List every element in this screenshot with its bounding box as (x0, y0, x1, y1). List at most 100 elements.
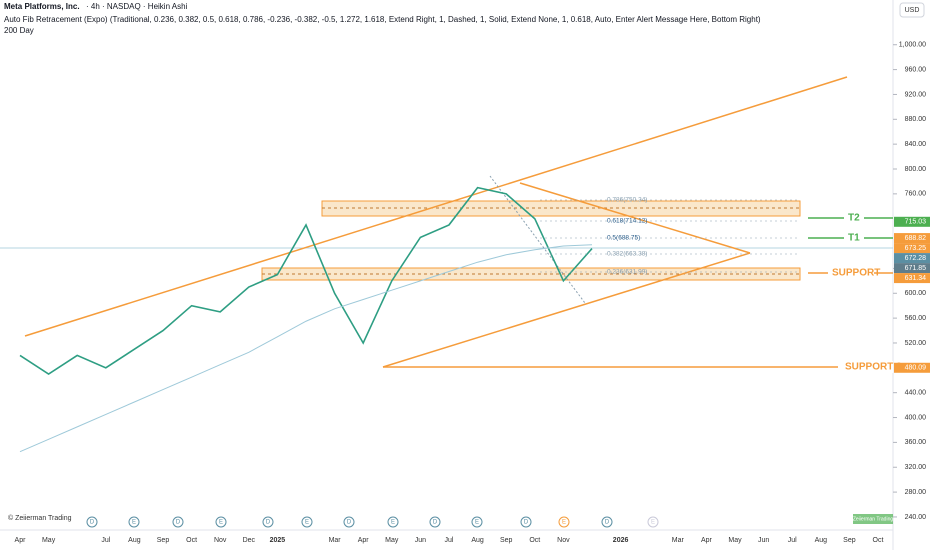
x-tick-label: May (385, 537, 399, 544)
y-tick-label: 960.00 (905, 66, 927, 73)
price-label-box (894, 273, 930, 284)
event-letter: D (90, 520, 95, 526)
x-tick-label: May (728, 537, 742, 544)
event-letter: E (132, 520, 136, 526)
x-tick-label: Nov (214, 537, 227, 544)
event-letter: E (562, 520, 566, 526)
event-marker (262, 516, 274, 528)
price-label: 631.34 (905, 275, 927, 282)
price-label: 671.85 (905, 265, 927, 272)
event-marker (520, 516, 532, 528)
x-tick-label: Sep (157, 537, 170, 544)
x-tick-label: Apr (358, 537, 370, 544)
event-marker (429, 516, 441, 528)
y-tick-label: 880.00 (905, 116, 927, 123)
fib-label: 0.382(663.38) (607, 251, 647, 258)
event-letter: D (605, 520, 610, 526)
event-marker (387, 516, 399, 528)
fib-label: 0.5(688.75) (607, 235, 640, 242)
x-tick-label: Dec (243, 537, 256, 544)
fib-label: 0.618(714.12) (607, 218, 647, 225)
x-tick-label: Aug (471, 537, 484, 544)
ma-legend: 200 Day (4, 26, 34, 35)
x-tick-label: Jul (445, 537, 454, 544)
annotation: T1 (848, 233, 860, 244)
event-letter: D (176, 520, 181, 526)
y-tick-label: 560.00 (905, 315, 927, 322)
event-marker (601, 516, 613, 528)
x-tick-label: 2025 (270, 537, 286, 544)
x-tick-label: Mar (672, 537, 685, 544)
event-marker (86, 516, 98, 528)
badge: Zeiierman Trading (853, 516, 894, 522)
event-letter: E (219, 520, 223, 526)
event-marker (128, 516, 140, 528)
annotation: SUPPORT (832, 268, 880, 279)
event-marker (172, 516, 184, 528)
event-letter: D (524, 520, 529, 526)
x-tick-label: Oct (529, 537, 540, 544)
watermark: © Zeiierman Trading (8, 514, 72, 522)
plot (0, 76, 893, 368)
y-tick-label: 240.00 (905, 514, 927, 521)
currency-box[interactable] (899, 2, 925, 18)
y-tick-label: 760.00 (905, 191, 927, 198)
y-tick-label: 440.00 (905, 390, 927, 397)
price-label-box (894, 233, 930, 244)
channel-upper (24, 76, 848, 337)
annotation-bg (841, 361, 893, 373)
y-tick-label: 320.00 (905, 464, 927, 471)
price-label: 688.82 (905, 235, 927, 242)
price-label: 672.28 (905, 255, 927, 262)
y-tick-label: 400.00 (905, 414, 927, 421)
event-marker (558, 516, 570, 528)
triangle-upper (519, 182, 751, 254)
price-label-box (894, 216, 930, 227)
channel-lower (382, 252, 751, 368)
price-label: 673.25 (905, 245, 927, 252)
y-tick-label: 600.00 (905, 290, 927, 297)
event-marker (343, 516, 355, 528)
currency[interactable]: USD (905, 7, 920, 14)
event-letter: E (305, 520, 309, 526)
event-marker (215, 516, 227, 528)
symbol-info: · 4h · NASDAQ · Heikin Ashi (86, 2, 188, 11)
y-tick-label: 800.00 (905, 166, 927, 173)
x-tick-label: Oct (873, 537, 884, 544)
y-tick-label: 360.00 (905, 439, 927, 446)
event-marker (647, 516, 659, 528)
event-marker (301, 516, 313, 528)
price-label-box (894, 243, 930, 254)
annotation: SUPPORT 2 (845, 362, 902, 373)
event-letter: E (475, 520, 479, 526)
event-letter: E (651, 520, 655, 526)
symbol-name: Meta Platforms, Inc. (4, 2, 80, 11)
price-label: 480.09 (905, 365, 927, 372)
fib-label: 0.786(750.34) (607, 197, 647, 204)
y-tick-label: 520.00 (905, 340, 927, 347)
price-label-box (894, 263, 930, 274)
event-letter: D (266, 520, 271, 526)
x-tick-label: Apr (701, 537, 713, 544)
fib-anchor (489, 175, 586, 304)
price-label: 715.03 (905, 219, 927, 226)
annotation-bg (828, 267, 874, 279)
event-marker (471, 516, 483, 528)
ma-line (19, 244, 593, 453)
x-tick-label: Jul (101, 537, 110, 544)
y-tick-label: 920.00 (905, 91, 927, 98)
fib-label: 0.236(631.99) (607, 269, 647, 276)
price-label-box (894, 253, 930, 264)
x-tick-label: Aug (815, 537, 828, 544)
x-tick-label: Aug (128, 537, 141, 544)
y-tick-label: 1,000.00 (899, 42, 926, 49)
x-tick-label: Mar (329, 537, 342, 544)
x-tick-label: 2026 (613, 537, 629, 544)
resistance-zone (321, 200, 801, 217)
x-tick-label: Jul (788, 537, 797, 544)
x-tick-label: Jun (758, 537, 769, 544)
annotation: T2 (848, 213, 860, 224)
x-tick-label: Nov (557, 537, 570, 544)
